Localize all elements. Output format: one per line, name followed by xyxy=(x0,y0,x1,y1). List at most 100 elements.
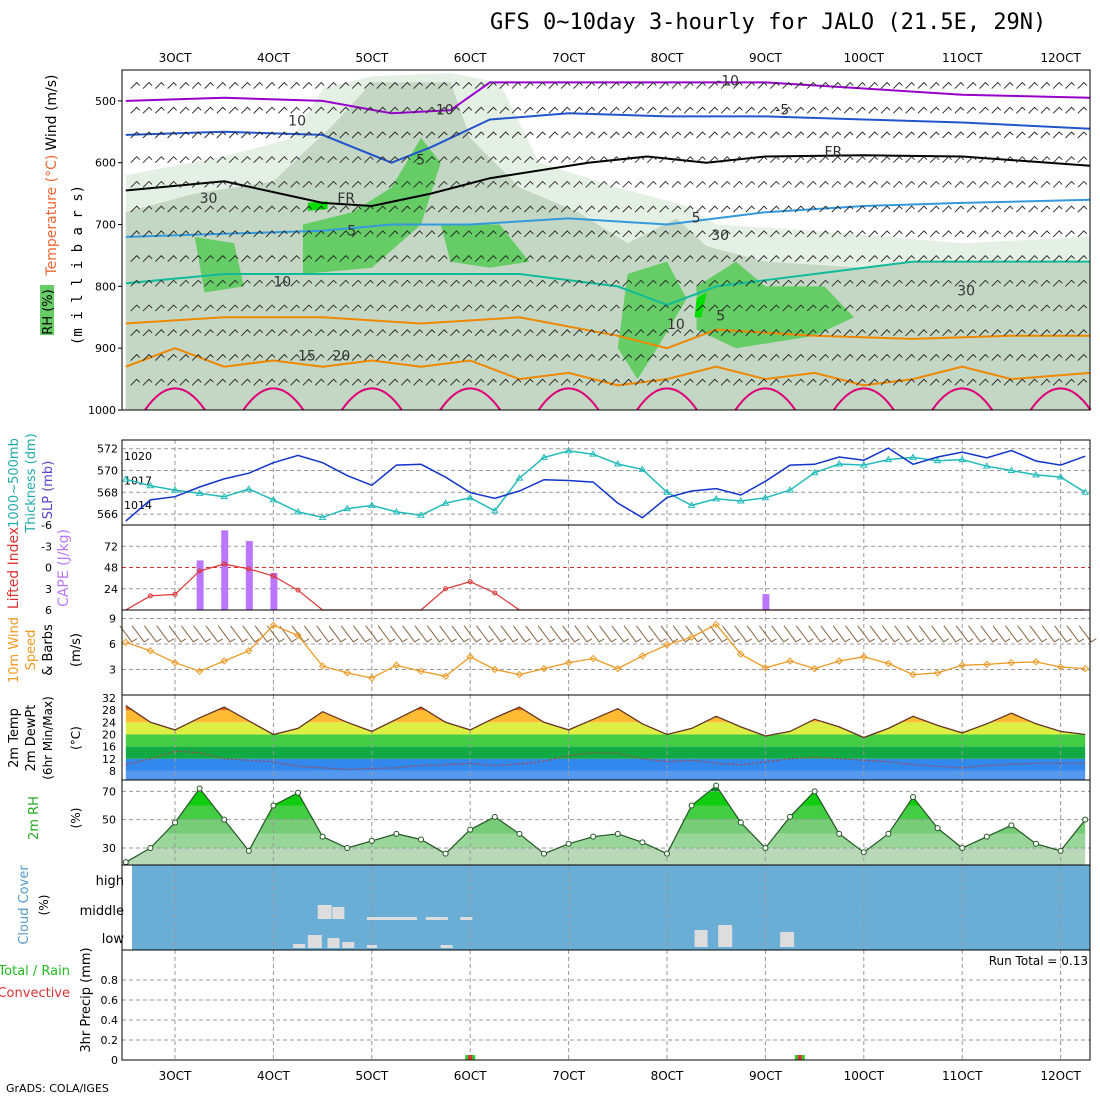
wind-barb xyxy=(929,156,940,164)
precip-total-legend: Total / Rain xyxy=(0,964,70,979)
wind-barb xyxy=(413,329,423,337)
wind-barb xyxy=(388,180,399,188)
wind-barb xyxy=(462,304,473,312)
wind-barb xyxy=(905,156,915,164)
wind-barb xyxy=(634,131,645,139)
wind-barb xyxy=(130,180,141,188)
wind-barb xyxy=(524,304,534,312)
wind-barb-10m xyxy=(328,625,347,643)
dewpoint-line xyxy=(125,750,1086,771)
rh-point xyxy=(860,849,867,856)
wind-barb xyxy=(278,180,288,188)
wind-barb xyxy=(831,329,842,337)
contour-label: FR xyxy=(337,191,355,207)
wind-barb xyxy=(302,156,313,164)
wind-barb xyxy=(401,230,411,238)
wind-barb xyxy=(536,81,546,89)
wind-barb xyxy=(351,254,362,262)
wind-barb xyxy=(376,279,387,287)
rh-point xyxy=(836,830,843,837)
wind-barb xyxy=(327,205,337,213)
wind-barb xyxy=(536,329,546,337)
wind-barb xyxy=(413,279,423,287)
wind-barb xyxy=(351,131,362,139)
wind-barb xyxy=(302,131,313,139)
wind-barb xyxy=(130,106,141,114)
wind-barb xyxy=(622,205,633,213)
wind-barb xyxy=(339,304,350,312)
wind-barb xyxy=(868,279,879,287)
contour-label: 10 xyxy=(667,317,685,333)
wind-barb xyxy=(191,106,202,114)
wind-barb xyxy=(511,131,522,139)
wind-barb-10m xyxy=(623,625,642,643)
wind-barb xyxy=(511,156,522,164)
wind-barb xyxy=(450,131,460,139)
wind-barb xyxy=(474,81,485,89)
wind-barb xyxy=(868,254,879,262)
wind-barb xyxy=(954,81,965,89)
wind-barb xyxy=(905,180,915,188)
wind-speed-point xyxy=(146,647,155,655)
wind-barb xyxy=(597,131,608,139)
wind-barb xyxy=(634,156,645,164)
wind-barb xyxy=(167,230,177,238)
wind-barb xyxy=(314,304,325,312)
y-tick-label: 800 xyxy=(95,280,116,293)
wind-barb xyxy=(671,106,682,114)
wind-barb xyxy=(954,230,965,238)
wind-barb xyxy=(548,353,559,361)
wind-barb xyxy=(929,230,940,238)
wind-barb xyxy=(905,304,915,312)
contour-label: 5 xyxy=(416,153,425,169)
wind-barb xyxy=(1077,131,1088,139)
wind-barb xyxy=(130,205,141,213)
wind-barb xyxy=(511,279,522,287)
wind-barb xyxy=(536,180,546,188)
wind-barb xyxy=(450,180,460,188)
wind-barb xyxy=(893,131,903,139)
y-axis-label-part: (%) xyxy=(37,895,51,916)
wind-barb xyxy=(917,353,928,361)
wind-barb xyxy=(745,106,756,114)
wind-barb xyxy=(1077,230,1088,238)
wind-barb xyxy=(757,254,768,262)
wind-barb xyxy=(474,279,485,287)
thickness-tick-label: 568 xyxy=(97,486,118,499)
wind-barb xyxy=(1077,329,1088,337)
wind-barb xyxy=(511,329,522,337)
wind-barb xyxy=(142,230,153,238)
wind-barb xyxy=(942,131,952,139)
wind-barb xyxy=(388,353,399,361)
wind-barb xyxy=(413,205,423,213)
wind-barb xyxy=(253,304,264,312)
wind-barb xyxy=(142,304,153,312)
y-axis-label-part: Temperature (°C) xyxy=(44,155,60,277)
wind-barb xyxy=(388,230,399,238)
temperature-contour-warm xyxy=(340,387,403,411)
wind-barb xyxy=(130,254,141,262)
wind-barb xyxy=(1028,353,1038,361)
wind-barb xyxy=(634,378,645,386)
rh-point xyxy=(295,789,301,796)
wind-barb xyxy=(1065,279,1075,287)
wind-speed-point xyxy=(441,672,450,681)
wind-barb xyxy=(462,353,473,361)
wind-barb xyxy=(425,205,436,213)
wind-barb xyxy=(745,131,756,139)
wind-barb xyxy=(462,378,473,386)
wind-barb xyxy=(929,304,940,312)
wind-barb xyxy=(622,378,633,386)
y-axis-label: (6hr Min/Max) xyxy=(41,696,55,780)
wind-barb xyxy=(843,279,854,287)
wind-barb xyxy=(868,180,879,188)
wind-barb xyxy=(794,279,805,287)
wind-barb xyxy=(241,81,251,89)
wind-barb xyxy=(671,131,682,139)
wind-barb xyxy=(622,131,633,139)
wind-barb-10m xyxy=(439,625,457,643)
wind-barb xyxy=(290,279,300,287)
wind-barb xyxy=(622,279,633,287)
wind-barb xyxy=(437,378,448,386)
wind-barb xyxy=(253,131,264,139)
